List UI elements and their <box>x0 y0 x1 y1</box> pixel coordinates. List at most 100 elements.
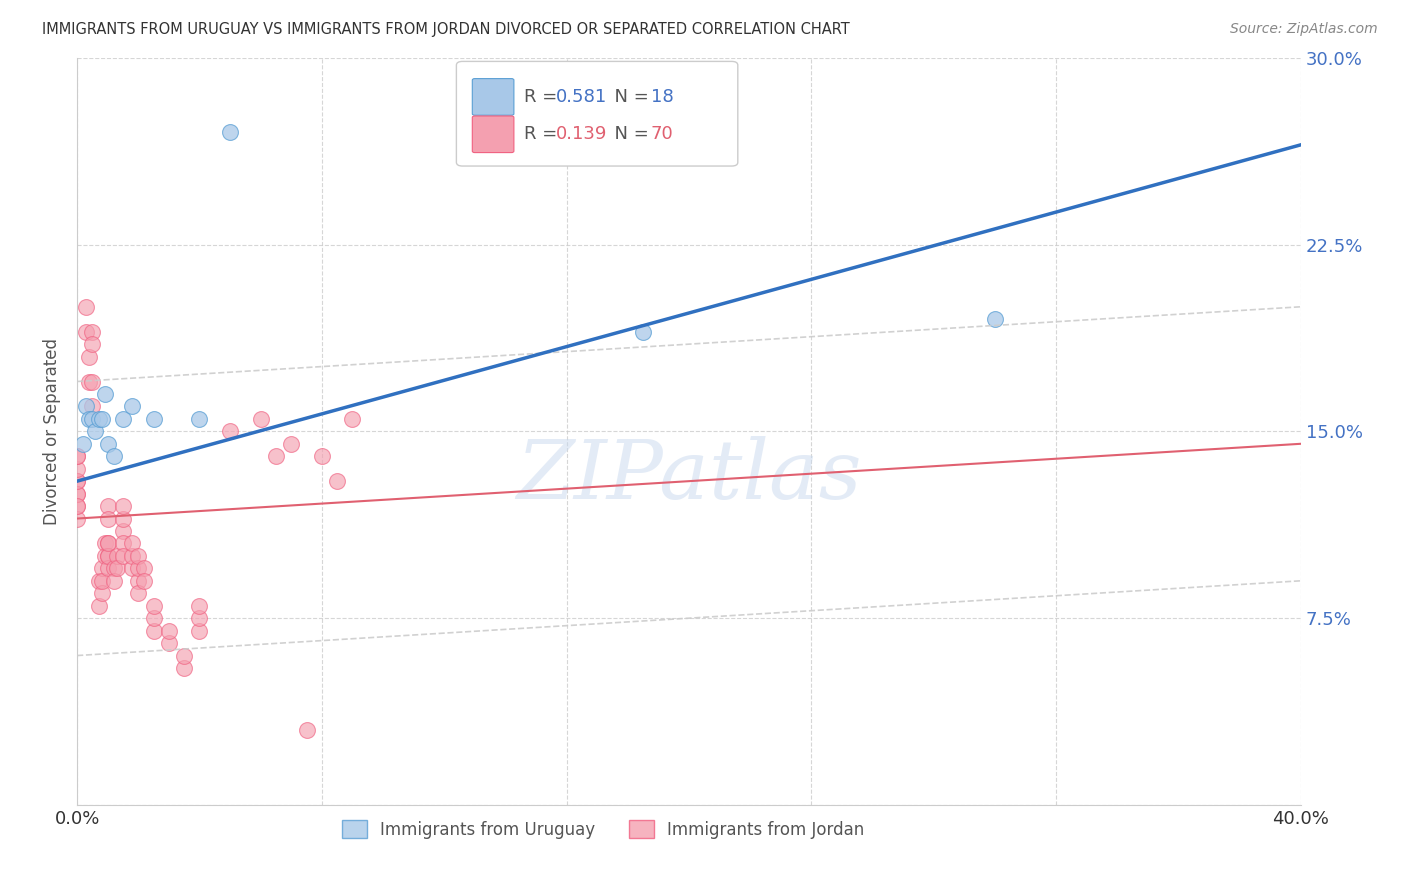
Point <box>66 449 89 463</box>
Point <box>97 536 120 550</box>
Point <box>326 474 349 488</box>
Point <box>66 474 89 488</box>
Point <box>72 437 94 451</box>
Point <box>103 574 125 588</box>
Point <box>97 499 120 513</box>
Point <box>127 586 149 600</box>
Text: 0.581: 0.581 <box>555 87 607 105</box>
Y-axis label: Divorced or Separated: Divorced or Separated <box>44 338 60 524</box>
Text: N =: N = <box>603 125 655 143</box>
Point <box>157 624 180 638</box>
Point <box>66 461 89 475</box>
Text: R =: R = <box>523 125 562 143</box>
Point <box>134 574 156 588</box>
Point <box>173 648 195 663</box>
Point <box>219 425 242 439</box>
Point <box>157 636 180 650</box>
Point <box>188 624 211 638</box>
Point <box>82 412 104 426</box>
Point <box>111 499 134 513</box>
Point <box>295 723 318 738</box>
FancyBboxPatch shape <box>457 62 738 166</box>
Point <box>75 300 97 314</box>
Point <box>121 549 143 563</box>
Point <box>66 499 89 513</box>
Point <box>93 387 115 401</box>
Point <box>93 549 115 563</box>
Point <box>90 561 112 575</box>
Text: 70: 70 <box>651 125 673 143</box>
Point <box>142 412 165 426</box>
Point <box>142 611 165 625</box>
Point <box>82 337 104 351</box>
Point <box>121 536 143 550</box>
Point <box>97 437 120 451</box>
Text: 18: 18 <box>651 87 673 105</box>
Point <box>79 412 101 426</box>
Point <box>219 125 242 139</box>
Point <box>97 536 120 550</box>
Point <box>103 561 125 575</box>
Point <box>90 586 112 600</box>
Point <box>142 599 165 613</box>
Point <box>631 325 654 339</box>
Point <box>342 412 364 426</box>
Point <box>97 549 120 563</box>
Point <box>142 624 165 638</box>
Point <box>82 400 104 414</box>
Point <box>984 312 1007 326</box>
Point <box>188 599 211 613</box>
Point <box>105 561 128 575</box>
Point <box>280 437 302 451</box>
Point <box>127 574 149 588</box>
Text: ZIPatlas: ZIPatlas <box>516 436 862 516</box>
Point <box>87 599 110 613</box>
Point <box>75 400 97 414</box>
Point <box>84 425 107 439</box>
Point <box>127 549 149 563</box>
Point <box>121 561 143 575</box>
FancyBboxPatch shape <box>472 78 515 115</box>
Point <box>111 549 134 563</box>
Point <box>97 561 120 575</box>
Point <box>311 449 333 463</box>
Text: 0.139: 0.139 <box>555 125 607 143</box>
Point <box>66 499 89 513</box>
Point <box>66 449 89 463</box>
Point <box>188 412 211 426</box>
Point <box>75 325 97 339</box>
Point <box>66 474 89 488</box>
Point <box>111 412 134 426</box>
Point <box>103 449 125 463</box>
Point <box>66 486 89 500</box>
Point <box>121 400 143 414</box>
Point <box>173 661 195 675</box>
Point <box>90 574 112 588</box>
Point <box>249 412 271 426</box>
FancyBboxPatch shape <box>472 116 515 153</box>
Point <box>105 549 128 563</box>
Point <box>79 350 101 364</box>
Point <box>709 112 731 127</box>
Point <box>87 574 110 588</box>
Text: N =: N = <box>603 87 655 105</box>
Point <box>97 511 120 525</box>
Point <box>82 325 104 339</box>
Point <box>264 449 287 463</box>
Point <box>87 412 110 426</box>
Text: IMMIGRANTS FROM URUGUAY VS IMMIGRANTS FROM JORDAN DIVORCED OR SEPARATED CORRELAT: IMMIGRANTS FROM URUGUAY VS IMMIGRANTS FR… <box>42 22 851 37</box>
Point <box>79 375 101 389</box>
Point <box>97 549 120 563</box>
Point <box>82 375 104 389</box>
Point <box>93 536 115 550</box>
Legend: Immigrants from Uruguay, Immigrants from Jordan: Immigrants from Uruguay, Immigrants from… <box>336 814 872 846</box>
Point <box>188 611 211 625</box>
Point <box>134 561 156 575</box>
Point <box>111 524 134 538</box>
Text: Source: ZipAtlas.com: Source: ZipAtlas.com <box>1230 22 1378 37</box>
Point <box>111 511 134 525</box>
Point <box>90 412 112 426</box>
Point <box>66 486 89 500</box>
Point <box>127 561 149 575</box>
Point <box>66 511 89 525</box>
